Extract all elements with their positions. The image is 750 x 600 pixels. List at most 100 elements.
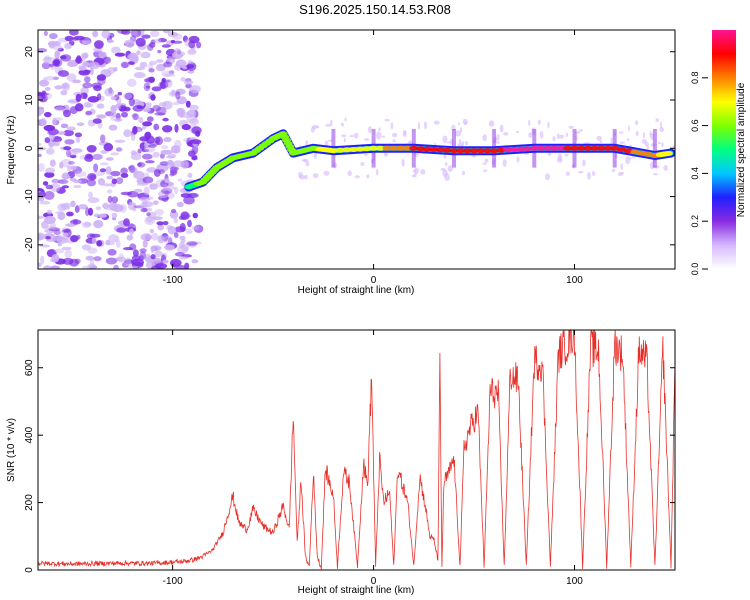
colorbar-tick-label: 0.0 bbox=[690, 263, 700, 276]
speckle-mark bbox=[305, 161, 310, 167]
speckle-mark bbox=[74, 258, 81, 264]
y-tick-label: -20 bbox=[24, 237, 35, 252]
speckle-mark bbox=[458, 139, 462, 143]
ridge-mark bbox=[429, 147, 439, 152]
colorbar-tick-label: 0.6 bbox=[690, 119, 700, 132]
speckle-mark bbox=[174, 123, 179, 133]
y-tick-label: 10 bbox=[24, 94, 35, 106]
speckle-mark bbox=[126, 53, 139, 62]
speckle-mark bbox=[44, 111, 52, 118]
colorbar-label: Normalized spectral amplitude bbox=[736, 82, 747, 217]
ridge-mark bbox=[395, 145, 405, 151]
speckle-mark bbox=[360, 162, 365, 166]
speckle-mark bbox=[162, 221, 169, 226]
ridge-mark bbox=[469, 148, 479, 154]
speckle-mark bbox=[444, 162, 448, 166]
speckle-mark bbox=[552, 136, 556, 142]
speckle-mark bbox=[347, 170, 352, 177]
speckle-mark bbox=[132, 258, 144, 267]
speckle-mark bbox=[515, 130, 520, 134]
speckle-mark bbox=[170, 258, 182, 267]
snr-y-axis-label: SNR (10 * v/v) bbox=[6, 418, 17, 482]
speckle-mark bbox=[483, 169, 488, 172]
speckle-mark bbox=[325, 123, 331, 127]
speckle-mark bbox=[152, 151, 160, 158]
speckle-mark bbox=[146, 212, 151, 217]
speckle-mark bbox=[134, 188, 143, 193]
speckle-mark bbox=[528, 132, 533, 139]
speckle-mark bbox=[163, 136, 172, 143]
speckle-mark bbox=[87, 179, 96, 187]
speckle-mark bbox=[98, 51, 107, 58]
speckle-mark bbox=[162, 259, 169, 264]
speckle-mark bbox=[53, 44, 63, 51]
speckle-mark bbox=[75, 136, 81, 144]
speckle-mark bbox=[137, 148, 142, 154]
colorbar-tick-label: 0.8 bbox=[690, 72, 700, 85]
speckle-mark bbox=[73, 219, 78, 225]
speckle-mark bbox=[582, 159, 586, 167]
speckle-mark bbox=[663, 165, 668, 171]
speckle-mark bbox=[92, 153, 103, 160]
speckle-mark bbox=[187, 70, 195, 74]
speckle-mark bbox=[87, 207, 94, 216]
speckle-mark bbox=[191, 259, 199, 264]
speckle-mark bbox=[157, 49, 162, 54]
speckle-mark bbox=[133, 72, 146, 79]
speckle-mark bbox=[344, 117, 347, 122]
speckle-mark bbox=[45, 184, 54, 190]
speckle-mark bbox=[496, 134, 500, 141]
speckle-mark bbox=[587, 172, 591, 180]
speckle-mark bbox=[75, 93, 82, 102]
speckle-mark bbox=[69, 165, 77, 170]
speckle-mark bbox=[87, 247, 98, 254]
ridge-mark bbox=[603, 145, 613, 151]
speckle-mark bbox=[312, 173, 319, 179]
speckle-mark bbox=[49, 159, 56, 167]
speckle-mark bbox=[592, 170, 596, 177]
speckle-mark bbox=[537, 119, 541, 125]
speckle-mark bbox=[141, 125, 147, 130]
ridge-mark bbox=[576, 145, 586, 151]
speckle-mark bbox=[547, 121, 550, 129]
speckle-mark bbox=[87, 96, 100, 103]
speckle-mark bbox=[82, 62, 90, 67]
speckle-mark bbox=[130, 152, 142, 161]
speckle-mark bbox=[145, 102, 152, 108]
speckle-mark bbox=[118, 253, 124, 261]
speckle-mark bbox=[83, 101, 91, 108]
spectrogram-y-axis-label: Frequency (Hz) bbox=[6, 116, 17, 185]
speckle-mark bbox=[111, 178, 118, 185]
speckle-mark bbox=[66, 149, 72, 158]
speckle-mark bbox=[149, 228, 155, 234]
speckle-mark bbox=[154, 208, 165, 216]
speckle-mark bbox=[116, 227, 126, 233]
speckle-mark bbox=[390, 122, 394, 130]
speckle-mark bbox=[49, 265, 61, 269]
speckle-mark bbox=[528, 119, 531, 127]
speckle-mark bbox=[153, 38, 162, 44]
speckle-mark bbox=[123, 247, 133, 251]
speckle-mark bbox=[48, 140, 54, 149]
speckle-mark bbox=[108, 234, 119, 243]
speckle-mark bbox=[66, 61, 78, 67]
speckle-mark bbox=[45, 148, 55, 155]
speckle-mark bbox=[108, 124, 118, 131]
ridge-mark bbox=[362, 146, 372, 152]
speckle-mark bbox=[69, 154, 77, 159]
speckle-mark bbox=[61, 246, 72, 251]
speckle-mark bbox=[158, 190, 170, 199]
speckle-mark bbox=[179, 222, 186, 232]
speckle-mark bbox=[40, 118, 47, 126]
speckle-mark bbox=[105, 166, 112, 175]
speckle-mark bbox=[194, 130, 201, 137]
speckle-mark bbox=[132, 113, 139, 121]
speckle-mark bbox=[444, 173, 450, 182]
speckle-mark bbox=[81, 221, 92, 229]
speckle-mark bbox=[145, 160, 155, 164]
speckle-mark bbox=[142, 239, 148, 248]
ridge-mark bbox=[570, 145, 579, 151]
speckle-mark bbox=[455, 130, 461, 137]
speckle-mark bbox=[139, 248, 147, 253]
